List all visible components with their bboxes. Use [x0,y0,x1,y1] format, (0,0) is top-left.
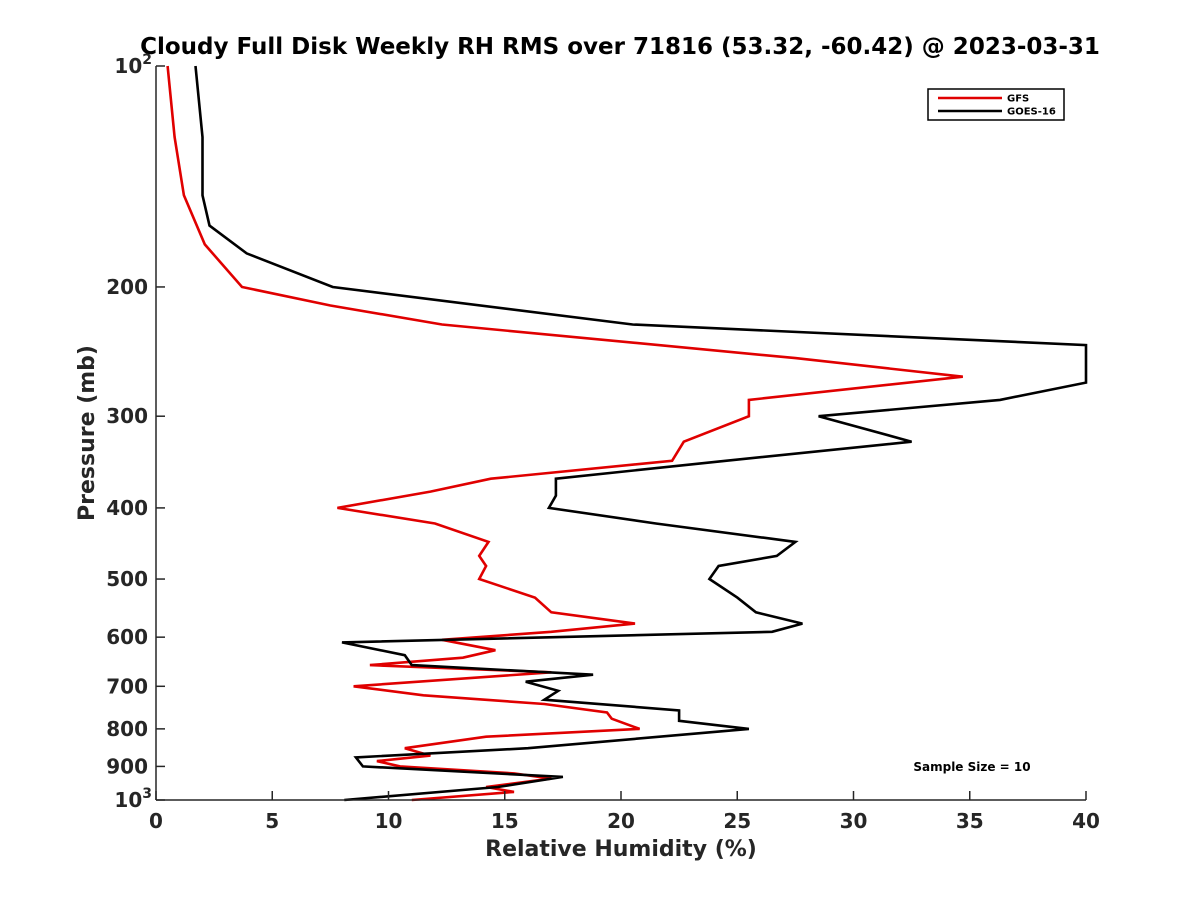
x-tick-label: 25 [723,809,751,833]
y-tick-label: 900 [106,754,148,778]
legend-box [927,88,1065,121]
y-tick-label: 500 [106,567,148,591]
y-tick-label: 600 [106,625,148,649]
y-tick-label: 800 [106,717,148,741]
x-axis-ticks: 0 5 10 15 20 25 30 35 40 [149,791,1100,833]
y-axis-ticks: 102 200 300 400 500 600 700 800 900 103 [106,52,165,812]
y-tick-label: 200 [106,275,148,299]
y-tick-label: 700 [106,674,148,698]
y-tick-label: 300 [106,404,148,428]
y-tick-label: 103 [114,786,152,812]
x-tick-label: 0 [149,809,163,833]
chart-title: Cloudy Full Disk Weekly RH RMS over 7181… [140,34,1100,60]
axes-box [156,66,1086,800]
x-axis-label: Relative Humidity (%) [485,837,757,862]
x-tick-label: 10 [375,809,403,833]
legend-label: GFS [1007,94,1029,105]
y-tick-label: 102 [114,52,152,78]
plot-area [155,65,1088,802]
legend: GFS GOES-16 [927,88,1065,121]
sample-size-annotation: Sample Size = 10 [913,760,1030,774]
series-layer [166,65,1088,802]
x-tick-label: 15 [491,809,519,833]
x-tick-label: 20 [607,809,635,833]
legend-label: GOES-16 [1007,107,1056,118]
y-axis-label: Pressure (mb) [75,345,100,521]
x-tick-label: 30 [840,809,868,833]
series-line-goes-16 [194,65,1088,802]
x-tick-label: 40 [1072,809,1100,833]
series-line-gfs [166,65,963,802]
y-tick-label: 400 [106,496,148,520]
x-tick-label: 35 [956,809,984,833]
x-tick-label: 5 [265,809,279,833]
